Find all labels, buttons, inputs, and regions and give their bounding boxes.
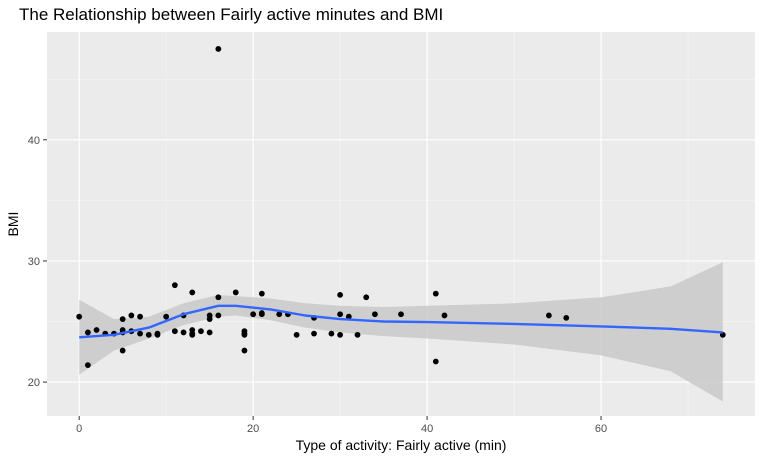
data-point <box>337 331 344 338</box>
data-point <box>119 316 126 322</box>
data-point <box>171 328 178 335</box>
data-point <box>84 362 91 369</box>
y-axis-ticks: 20 30 40 <box>28 135 47 389</box>
data-point <box>258 290 265 297</box>
data-point <box>76 313 83 320</box>
y-tick-label: 20 <box>28 377 40 389</box>
data-point <box>432 290 439 297</box>
data-point <box>311 330 317 337</box>
y-tick-label: 40 <box>28 135 40 147</box>
data-point <box>128 312 135 319</box>
data-point <box>119 347 126 354</box>
confidence-band-layer <box>79 262 723 402</box>
data-point <box>241 347 248 354</box>
minor-gridlines <box>47 32 755 416</box>
data-point <box>398 311 404 318</box>
data-point <box>171 282 178 289</box>
data-point <box>154 330 161 337</box>
x-axis-title: Type of activity: Fairly active (min) <box>296 437 507 453</box>
data-point <box>345 313 352 320</box>
data-point <box>163 313 170 320</box>
data-point <box>206 329 213 336</box>
data-point <box>137 330 143 337</box>
data-point <box>545 312 552 319</box>
data-point <box>206 316 213 322</box>
data-point <box>215 312 222 319</box>
data-point <box>563 314 570 321</box>
data-point <box>180 329 187 336</box>
data-point <box>189 331 196 338</box>
x-tick-label: 0 <box>76 423 82 435</box>
data-point <box>258 310 265 316</box>
data-point <box>293 331 300 338</box>
data-point <box>441 312 448 319</box>
data-point <box>215 46 222 52</box>
data-point <box>119 327 126 333</box>
data-point <box>276 311 283 318</box>
data-point <box>232 289 239 296</box>
data-point <box>198 328 204 335</box>
x-tick-label: 40 <box>421 423 433 435</box>
data-point <box>337 291 344 298</box>
data-point <box>328 330 335 337</box>
smooth-line-layer <box>79 304 723 339</box>
y-axis-title: BMI <box>5 212 21 237</box>
data-point <box>93 327 100 333</box>
data-point <box>189 327 196 333</box>
data-point <box>189 289 196 296</box>
data-point <box>363 294 370 301</box>
y-tick-label: 30 <box>28 256 40 268</box>
data-point <box>337 311 344 318</box>
data-point <box>215 294 222 301</box>
x-tick-label: 20 <box>247 423 259 435</box>
smooth-line <box>79 304 723 339</box>
data-point <box>145 331 152 338</box>
data-point <box>84 329 91 336</box>
data-point <box>241 328 248 335</box>
data-point <box>432 358 439 365</box>
x-axis-ticks: 0 20 40 60 <box>76 416 607 435</box>
x-tick-label: 60 <box>595 423 607 435</box>
data-point <box>137 313 143 320</box>
data-point <box>372 311 378 318</box>
confidence-band <box>79 262 723 402</box>
data-points <box>76 46 726 369</box>
chart-title: The Relationship between Fairly active m… <box>19 5 443 24</box>
data-point <box>250 311 257 318</box>
data-point <box>354 331 361 338</box>
